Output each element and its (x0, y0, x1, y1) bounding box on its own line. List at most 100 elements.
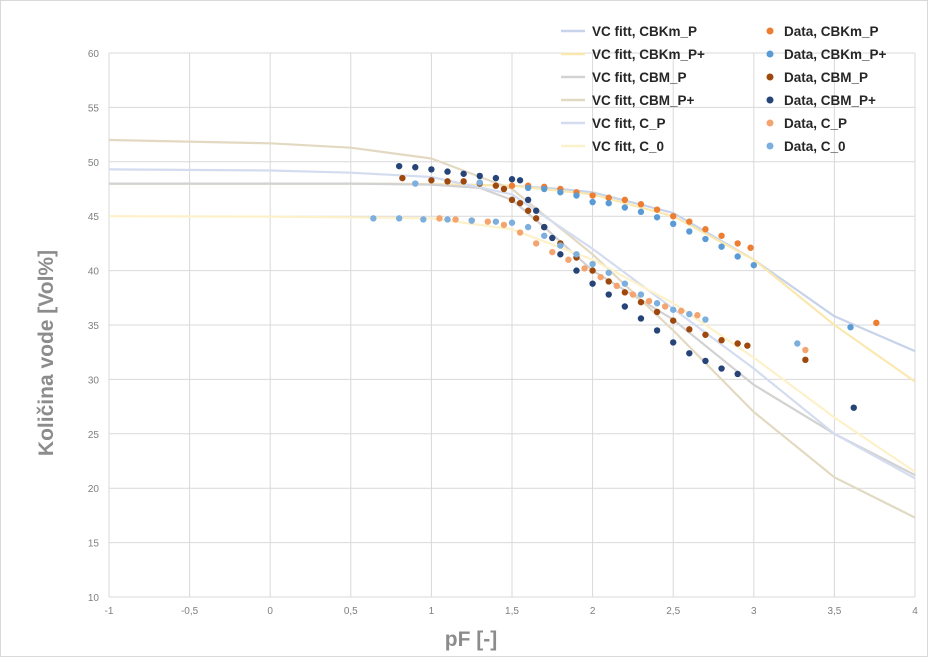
data-point (428, 177, 434, 183)
data-point (396, 215, 402, 221)
data-point (477, 179, 483, 185)
y-tick-label: 50 (88, 158, 100, 169)
data-point (533, 208, 539, 214)
data-point (436, 215, 442, 221)
data-point (541, 186, 547, 192)
data-point (444, 216, 450, 222)
data-point (606, 278, 612, 284)
x-tick-label: 3 (751, 606, 757, 617)
data-point (670, 339, 676, 345)
data-point (694, 312, 700, 318)
data-point (573, 192, 579, 198)
data-point (420, 216, 426, 222)
data-point (525, 197, 531, 203)
data-point (549, 249, 555, 255)
data-point (851, 404, 857, 410)
data-point (557, 251, 563, 257)
data-point (517, 200, 523, 206)
legend-marker-swatch (767, 28, 774, 35)
legend-label: Data, C_0 (784, 139, 846, 154)
legend: VC fitt, CBKm_P VC fitt, CBKm_P+ VC fitt, … (561, 24, 887, 154)
data-point (654, 309, 660, 315)
data-point (509, 176, 515, 182)
legend-marker-swatch (767, 74, 774, 81)
data-point (501, 186, 507, 192)
data-point (718, 243, 724, 249)
data-point (751, 262, 757, 268)
legend-label: VC fitt, C_P (592, 116, 666, 131)
data-point (541, 233, 547, 239)
data-point (718, 365, 724, 371)
y-tick-labels: 10 15 20 25 30 35 40 45 50 55 60 (88, 49, 100, 604)
data-point (370, 215, 376, 221)
x-tick-label: 3,5 (827, 606, 841, 617)
x-tick-label: -0,5 (181, 606, 199, 617)
data-point (452, 216, 458, 222)
data-point (477, 173, 483, 179)
data-point (549, 235, 555, 241)
data-point (428, 166, 434, 172)
data-point (589, 199, 595, 205)
data-point (525, 185, 531, 191)
data-point (794, 340, 800, 346)
x-tick-labels: -1 -0,5 0 0,5 1 1,5 2 2,5 3 3,5 4 (105, 606, 919, 617)
data-point (469, 217, 475, 223)
legend-label: VC fitt, CBKm_P+ (592, 47, 705, 62)
legend-label: Data, CBM_P (784, 70, 868, 85)
data-point (622, 197, 628, 203)
data-point (589, 280, 595, 286)
data-point (802, 347, 808, 353)
legend-marker-swatch (767, 97, 774, 104)
data-point (873, 320, 879, 326)
data-point (670, 213, 676, 219)
y-tick-label: 20 (88, 484, 100, 495)
data-point (662, 303, 668, 309)
data-point (718, 233, 724, 239)
data-point (606, 291, 612, 297)
data-point (654, 300, 660, 306)
data-point (734, 253, 740, 259)
data-point (638, 209, 644, 215)
y-tick-label: 45 (88, 212, 100, 223)
data-point (509, 220, 515, 226)
data-point (686, 218, 692, 224)
x-axis-title: pF [-] (445, 628, 497, 651)
data-point (493, 175, 499, 181)
data-point (589, 192, 595, 198)
data-point (654, 327, 660, 333)
data-point (670, 307, 676, 313)
data-point (557, 242, 563, 248)
data-point (533, 240, 539, 246)
data-point (597, 274, 603, 280)
data-point (670, 221, 676, 227)
data-point (614, 283, 620, 289)
data-point (686, 311, 692, 317)
data-point (622, 303, 628, 309)
data-points (370, 163, 879, 411)
data-point (747, 245, 753, 251)
data-point (399, 175, 405, 181)
data-point (589, 261, 595, 267)
data-point (412, 164, 418, 170)
data-point (533, 215, 539, 221)
y-tick-label: 30 (88, 375, 100, 386)
data-point (509, 197, 515, 203)
legend-label: VC fitt, CBKm_P (592, 24, 697, 39)
x-tick-label: -1 (105, 606, 114, 617)
data-point (622, 289, 628, 295)
data-point (606, 270, 612, 276)
data-point (744, 342, 750, 348)
data-point (573, 267, 579, 273)
data-point (686, 350, 692, 356)
data-point (493, 218, 499, 224)
x-tick-label: 1 (429, 606, 435, 617)
data-point (638, 291, 644, 297)
data-point (493, 183, 499, 189)
data-point (847, 324, 853, 330)
data-point (802, 357, 808, 363)
data-point (638, 315, 644, 321)
data-point (702, 236, 708, 242)
data-point (646, 298, 652, 304)
data-point (501, 222, 507, 228)
